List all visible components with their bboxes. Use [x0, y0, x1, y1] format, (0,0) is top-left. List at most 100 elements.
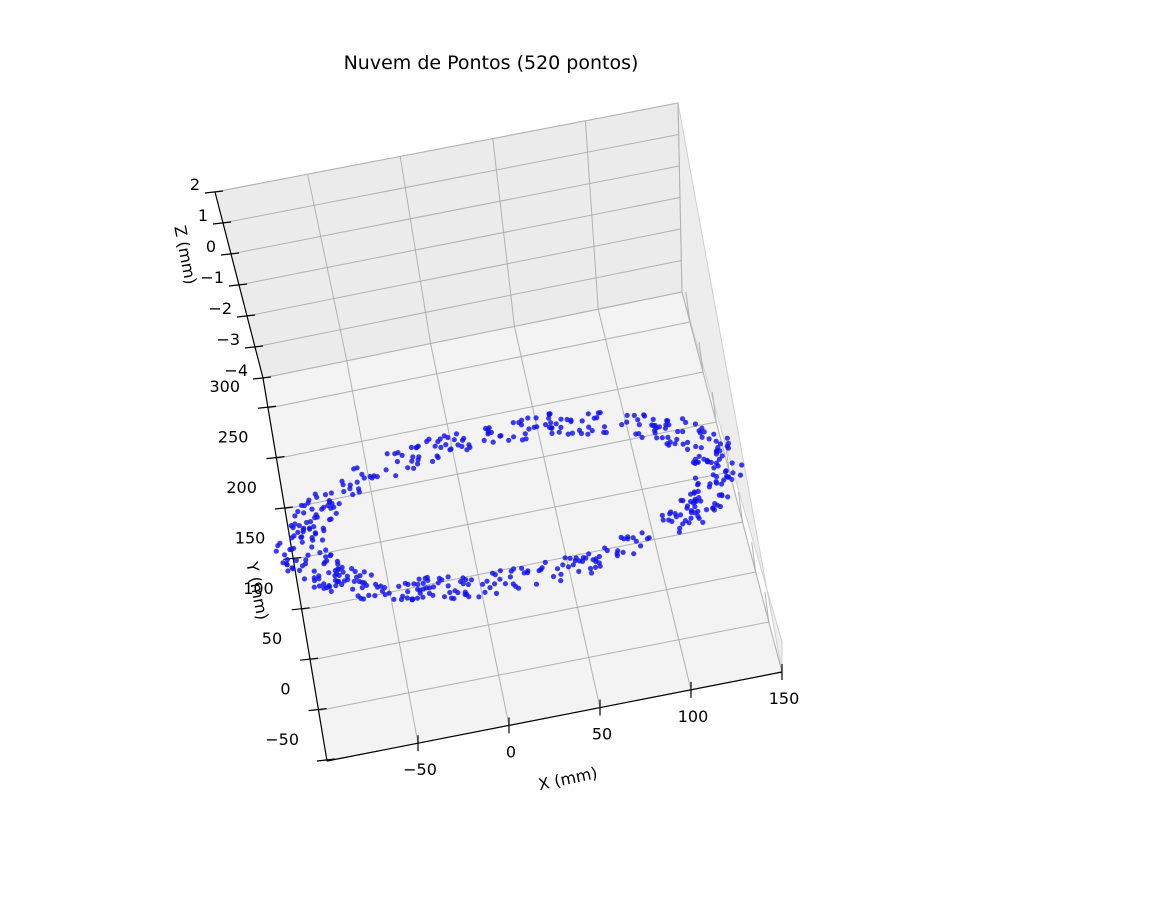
data-point [659, 435, 665, 441]
data-point [652, 427, 658, 433]
data-point [631, 551, 637, 557]
data-point [326, 570, 332, 576]
y-tick-label: −50 [265, 730, 299, 749]
data-point [402, 580, 408, 586]
data-point [310, 537, 316, 543]
data-point [704, 457, 710, 463]
data-point [436, 575, 442, 581]
data-point [722, 469, 729, 475]
data-point [415, 581, 421, 587]
data-point [420, 594, 426, 600]
data-point [672, 441, 678, 447]
data-point [549, 425, 555, 431]
data-point [706, 484, 713, 490]
data-point [319, 506, 325, 512]
x-tick-label: 150 [769, 689, 800, 708]
data-point [328, 505, 334, 511]
data-point [309, 544, 315, 550]
data-point [297, 567, 303, 574]
data-point [451, 595, 457, 602]
data-point [525, 415, 531, 421]
data-point [354, 465, 360, 471]
data-point [358, 595, 364, 601]
data-point [690, 459, 697, 465]
data-point [513, 583, 519, 589]
data-point [603, 429, 609, 436]
data-point [361, 475, 367, 481]
data-point [567, 555, 573, 561]
data-point [282, 552, 288, 558]
data-point [328, 588, 334, 595]
data-point [656, 424, 663, 430]
data-point [684, 503, 691, 509]
data-point [625, 536, 631, 542]
data-point [373, 581, 379, 587]
data-point [680, 441, 686, 447]
data-point [739, 462, 745, 468]
data-point [679, 416, 686, 422]
data-point [572, 558, 578, 564]
data-point [382, 592, 388, 598]
x-axis-line [326, 671, 783, 762]
data-point [737, 472, 744, 478]
data-point [562, 555, 568, 561]
data-point [713, 438, 719, 444]
data-point [455, 590, 461, 596]
data-point [676, 529, 683, 535]
data-point [518, 422, 525, 428]
data-point [550, 573, 557, 580]
data-point [321, 561, 327, 567]
data-point [730, 470, 736, 476]
data-point [685, 439, 691, 445]
data-point [519, 565, 525, 571]
y-gridline [276, 371, 704, 460]
data-point [665, 418, 671, 424]
data-point [711, 431, 717, 437]
data-point [416, 576, 422, 582]
data-point [558, 424, 564, 430]
data-point [351, 578, 357, 585]
data-point [292, 521, 298, 527]
data-point [554, 566, 561, 572]
data-point [303, 557, 309, 563]
z-tick-label: 0 [206, 237, 216, 256]
data-point [455, 442, 461, 448]
data-point [465, 581, 471, 588]
data-point [398, 596, 405, 603]
z-tick-mark [220, 252, 240, 256]
data-point [409, 458, 415, 464]
data-point [341, 488, 347, 495]
data-point [359, 579, 365, 586]
data-point [714, 448, 720, 454]
data-point [533, 415, 539, 421]
data-point [482, 589, 488, 595]
data-point [553, 421, 559, 427]
data-point [698, 445, 704, 451]
data-point [395, 450, 401, 456]
data-point [285, 568, 291, 574]
data-point [350, 491, 356, 498]
data-point [724, 435, 730, 441]
data-point [328, 490, 334, 496]
data-point [688, 491, 694, 497]
data-point [624, 419, 630, 425]
z-tick-mark [236, 314, 256, 318]
data-point [717, 441, 724, 447]
data-point [593, 556, 599, 562]
z-tick-mark [212, 221, 232, 225]
data-point [636, 422, 642, 428]
z-gridline [214, 102, 679, 193]
data-point [526, 426, 532, 432]
data-point [706, 436, 712, 442]
data-point [306, 497, 312, 503]
data-point [576, 568, 582, 575]
data-point [326, 583, 332, 589]
data-point [696, 453, 702, 459]
y-gridline [318, 621, 769, 712]
data-point [510, 420, 516, 426]
y-tick-mark [257, 405, 277, 409]
data-point [277, 540, 283, 546]
data-point [565, 431, 571, 437]
data-point [441, 433, 447, 439]
data-point [604, 547, 610, 554]
